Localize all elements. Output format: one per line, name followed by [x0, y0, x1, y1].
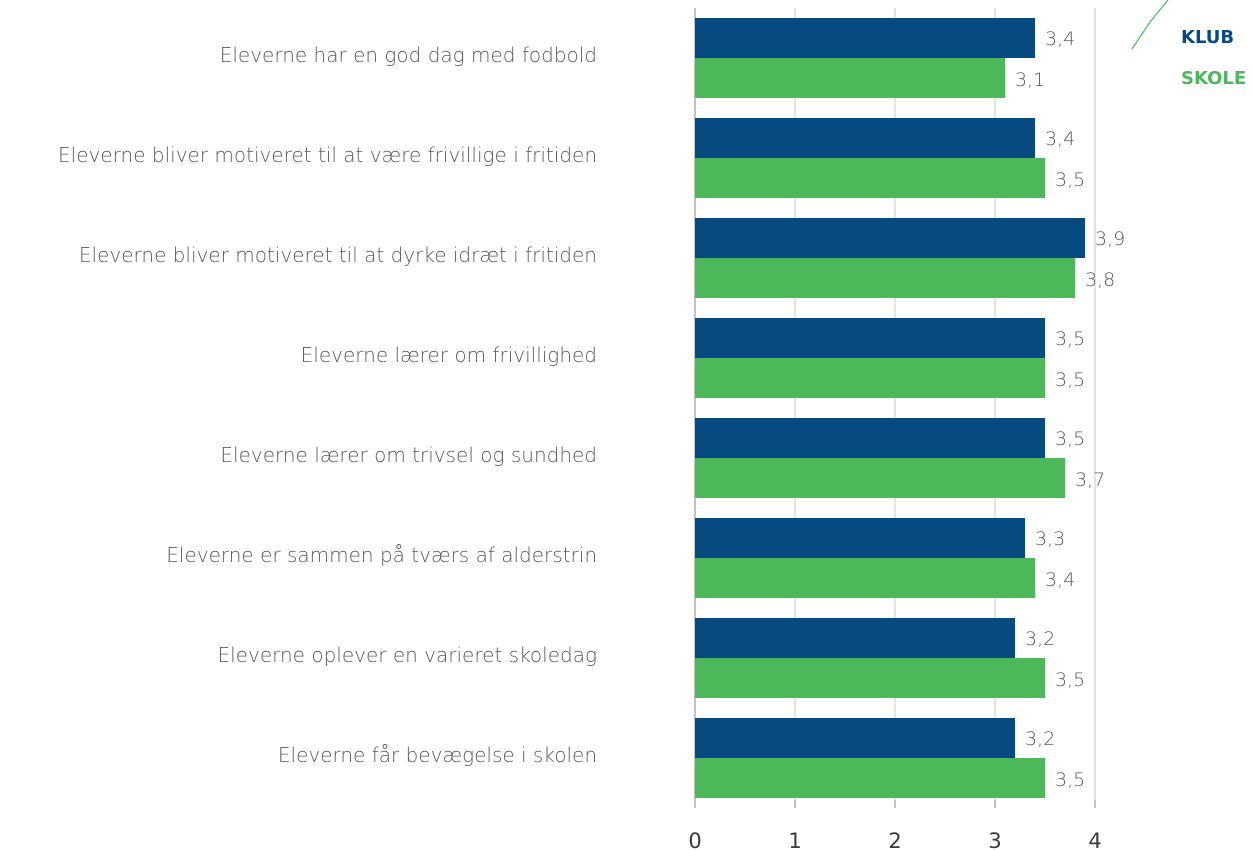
category-label: Eleverne er sammen på tværs af alderstri… — [166, 543, 597, 567]
value-label: 3,4 — [1045, 128, 1075, 150]
x-tick-label: 3 — [988, 829, 1001, 850]
bar-skole — [695, 758, 1045, 798]
bar-klub — [695, 618, 1015, 658]
value-label: 3,5 — [1055, 369, 1085, 391]
bar-klub — [695, 318, 1045, 358]
value-label: 3,4 — [1045, 569, 1075, 591]
value-label: 3,2 — [1025, 728, 1055, 750]
category-label: Eleverne lærer om trivsel og sundhed — [220, 443, 597, 467]
category-label: Eleverne bliver motiveret til at dyrke i… — [79, 243, 597, 267]
x-tick-label: 0 — [688, 829, 701, 850]
value-label: 3,5 — [1055, 769, 1085, 791]
value-label: 3,5 — [1055, 669, 1085, 691]
x-tick-label: 2 — [888, 829, 901, 850]
bars — [695, 18, 1085, 798]
legend-decoration-stroke — [1131, 0, 1169, 50]
value-label: 3,2 — [1025, 628, 1055, 650]
bar-skole — [695, 658, 1045, 698]
x-tick-label: 4 — [1088, 829, 1101, 850]
value-label: 3,7 — [1075, 469, 1105, 491]
bar-klub — [695, 418, 1045, 458]
bar-klub — [695, 118, 1035, 158]
value-label: 3,8 — [1085, 269, 1115, 291]
value-label: 3,1 — [1015, 69, 1045, 91]
category-label: Eleverne får bevægelse i skolen — [278, 743, 597, 767]
bar-klub — [695, 218, 1085, 258]
category-label: Eleverne lærer om frivillighed — [301, 343, 597, 367]
legend-item-skole: SKOLE — [1181, 68, 1246, 89]
bar-skole — [695, 458, 1065, 498]
value-label: 3,5 — [1055, 428, 1085, 450]
bar-skole — [695, 358, 1045, 398]
x-tick-label: 1 — [788, 829, 801, 850]
value-label: 3,5 — [1055, 328, 1085, 350]
bar-klub — [695, 518, 1025, 558]
legend: KLUB SKOLE — [1131, 0, 1246, 89]
value-label: 3,4 — [1045, 28, 1075, 50]
category-label: Eleverne bliver motiveret til at være fr… — [58, 143, 597, 167]
bar-klub — [695, 18, 1035, 58]
bar-klub — [695, 718, 1015, 758]
value-label: 3,9 — [1095, 228, 1125, 250]
legend-item-klub: KLUB — [1181, 27, 1234, 48]
value-label: 3,3 — [1035, 528, 1065, 550]
bar-skole — [695, 158, 1045, 198]
category-label: Eleverne har en god dag med fodbold — [220, 43, 597, 67]
bar-skole — [695, 258, 1075, 298]
bar-skole — [695, 558, 1035, 598]
category-label: Eleverne oplever en varieret skoledag — [217, 643, 597, 667]
value-label: 3,5 — [1055, 169, 1085, 191]
bar-skole — [695, 58, 1005, 98]
